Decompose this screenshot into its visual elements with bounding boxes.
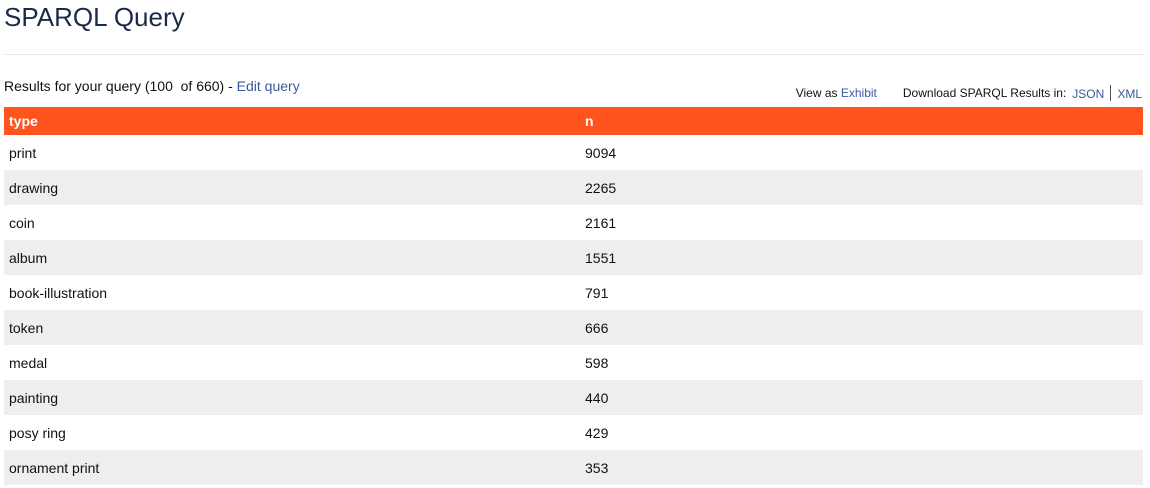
cell-type: ornament print xyxy=(4,450,580,485)
json-link[interactable]: JSON xyxy=(1072,87,1105,101)
table-row: drawing 2265 xyxy=(4,170,1143,205)
page-title: SPARQL Query xyxy=(4,2,185,32)
cell-type: drawing xyxy=(4,170,580,205)
exhibit-link[interactable]: Exhibit xyxy=(840,85,877,100)
table-row: posy ring 429 xyxy=(4,415,1143,450)
column-header-type[interactable]: type xyxy=(4,107,580,135)
cell-type: print xyxy=(9,144,37,161)
column-header-n[interactable]: n xyxy=(580,107,1143,135)
table-row: album 1551 xyxy=(4,240,1143,275)
cell-n: 353 xyxy=(580,450,1143,485)
cell-n: 2161 xyxy=(585,214,617,231)
edit-query-link[interactable]: Edit query xyxy=(236,78,300,94)
table-row: medal 598 xyxy=(4,345,1143,380)
results-text: Results for your query (100 of 660) - xyxy=(4,78,237,94)
table-row: token 666 xyxy=(4,310,1143,345)
download-label: Download SPARQL Results in: xyxy=(902,85,1067,100)
xml-link[interactable]: XML xyxy=(1117,87,1142,101)
cell-type: posy ring xyxy=(9,424,66,441)
table-row: book-illustration 791 xyxy=(4,275,1143,310)
view-as-label: View as xyxy=(795,85,841,100)
table-row: print 9094 xyxy=(4,135,1143,170)
cell-n: 429 xyxy=(585,424,609,441)
table-row: ornament print 353 xyxy=(4,450,1143,485)
results-summary: Results for your query (100 of 660) - Ed… xyxy=(4,78,300,94)
table-row: coin 2161 xyxy=(4,205,1143,240)
cell-n: 791 xyxy=(585,284,609,301)
results-table: type n print 9094 drawing 2265 coin 2161 album… xyxy=(4,107,1143,485)
cell-type: album xyxy=(4,240,580,275)
cell-n: 2265 xyxy=(580,170,1143,205)
divider xyxy=(4,54,1143,55)
table-row: painting 440 xyxy=(4,380,1143,415)
cell-n: 9094 xyxy=(585,144,617,161)
cell-n: 440 xyxy=(580,380,1143,415)
cell-n: 1551 xyxy=(580,240,1143,275)
export-options: View as Exhibit Download SPARQL Results … xyxy=(796,84,1142,101)
cell-type: token xyxy=(4,310,580,345)
separator xyxy=(1110,84,1112,101)
cell-n: 666 xyxy=(580,310,1143,345)
header-row: type n xyxy=(4,107,1143,135)
cell-type: book-illustration xyxy=(9,284,108,301)
cell-type: painting xyxy=(4,380,580,415)
cell-type: medal xyxy=(9,354,48,371)
cell-type: coin xyxy=(9,214,35,231)
cell-n: 598 xyxy=(585,354,609,371)
